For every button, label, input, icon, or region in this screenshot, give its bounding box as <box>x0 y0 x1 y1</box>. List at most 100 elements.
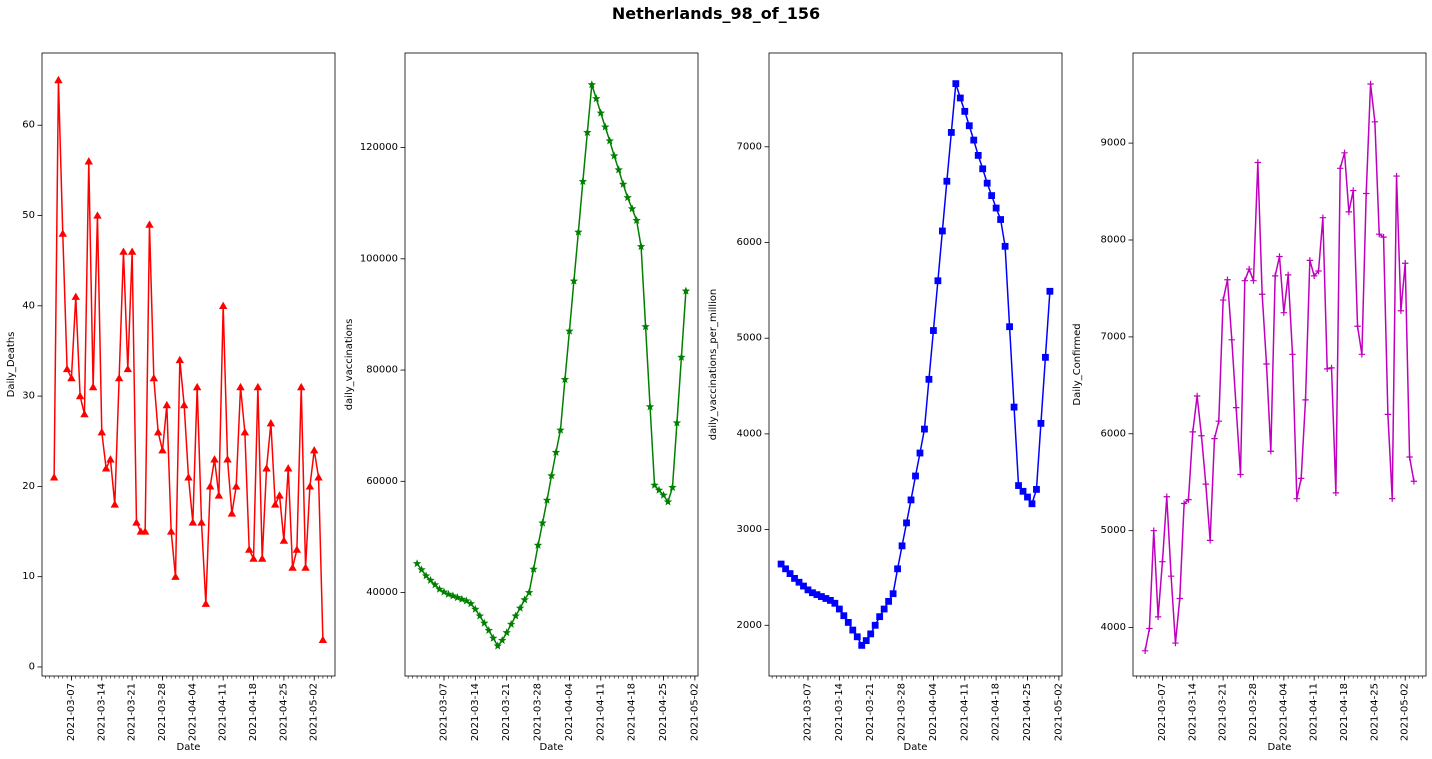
data-point <box>1358 351 1366 358</box>
data-point <box>515 603 525 612</box>
data-point <box>314 473 323 481</box>
data-point <box>498 636 507 644</box>
data-point <box>1402 260 1409 267</box>
y-axis-label: daily_vaccinations_per_million <box>708 289 719 441</box>
data-point <box>930 327 937 334</box>
data-point <box>448 591 458 600</box>
data-point <box>1193 392 1201 400</box>
data-point <box>101 464 111 472</box>
data-point <box>288 563 297 571</box>
data-point <box>62 364 72 373</box>
data-point <box>605 136 614 145</box>
data-point <box>140 527 150 535</box>
data-point <box>853 633 861 641</box>
data-point <box>795 578 803 586</box>
x-tick-label: 2021-04-11 <box>1309 683 1320 741</box>
y-tick-label: 50 <box>22 210 35 221</box>
data-point <box>529 564 538 573</box>
data-point <box>1254 159 1262 166</box>
data-point <box>800 582 807 590</box>
x-tick-label: 2021-03-28 <box>897 683 908 741</box>
data-point <box>1211 435 1218 442</box>
y-tick-label: 40 <box>22 300 35 311</box>
data-point <box>1219 296 1227 304</box>
data-point <box>279 536 289 544</box>
x-tick-label: 2021-03-21 <box>127 683 138 741</box>
x-tick-label: 2021-04-25 <box>278 683 289 741</box>
data-point <box>831 599 839 607</box>
data-point <box>1271 272 1279 280</box>
x-tick-label: 2021-03-07 <box>438 683 449 741</box>
data-point <box>1019 487 1027 495</box>
plot-frame <box>404 52 699 677</box>
data-point <box>1180 500 1188 507</box>
y-tick-label: 5000 <box>1101 525 1126 536</box>
y-tick-label: 8000 <box>1101 234 1126 245</box>
data-point <box>1293 495 1301 502</box>
data-point <box>253 382 263 391</box>
y-axis-label: Daily_Deaths <box>6 332 17 398</box>
y-tick-label: 3000 <box>737 524 762 535</box>
x-axis-label: Date <box>1268 742 1292 753</box>
data-point <box>1289 351 1296 358</box>
data-point <box>1345 208 1353 216</box>
data-point <box>444 589 453 598</box>
data-point <box>587 80 597 89</box>
data-point <box>880 605 888 613</box>
data-point <box>556 425 565 434</box>
data-point <box>871 621 879 629</box>
x-tick-label: 2021-04-04 <box>564 683 575 741</box>
data-point <box>149 373 159 382</box>
subplot-3: 2021-03-07 2021-03-14 2021-03-21 2021-03-28… <box>708 52 1064 753</box>
data-point <box>925 375 933 383</box>
series-line <box>1144 83 1415 651</box>
data-point <box>297 382 306 391</box>
x-tick-label: 2021-03-07 <box>802 683 813 741</box>
series-line <box>780 82 1051 647</box>
data-point <box>214 491 224 499</box>
x-axis-label: Date <box>177 742 201 753</box>
data-point <box>318 635 328 644</box>
data-point <box>818 593 825 600</box>
data-point <box>1276 253 1283 260</box>
data-point <box>1284 271 1292 279</box>
data-point <box>231 482 241 490</box>
data-point <box>979 165 987 173</box>
data-point <box>983 179 991 187</box>
data-point <box>184 473 193 481</box>
data-point <box>127 247 137 255</box>
data-point <box>574 227 583 236</box>
y-tick-label: 9000 <box>1101 138 1126 149</box>
data-point <box>632 216 641 224</box>
data-point <box>826 596 834 604</box>
data-point <box>1306 257 1314 264</box>
data-point <box>938 227 946 235</box>
data-point <box>93 211 102 219</box>
data-point <box>560 375 570 384</box>
data-point <box>435 584 444 593</box>
data-point <box>645 402 655 411</box>
data-point <box>1341 149 1348 156</box>
data-point <box>1410 478 1418 485</box>
x-tick-label: 2021-04-11 <box>218 683 229 741</box>
data-point <box>489 633 498 642</box>
data-point <box>305 482 315 490</box>
data-point <box>75 391 85 400</box>
data-point <box>992 204 1000 212</box>
x-tick-label: 2021-03-28 <box>533 683 544 741</box>
data-point <box>663 497 673 506</box>
y-tick-label: 0 <box>29 661 35 672</box>
y-tick-label: 80000 <box>366 365 398 376</box>
data-point <box>171 572 180 580</box>
data-point <box>84 157 93 165</box>
data-point <box>1206 537 1214 544</box>
data-point <box>210 455 219 463</box>
data-point <box>412 559 422 568</box>
data-point <box>569 276 579 285</box>
data-point <box>244 545 254 553</box>
data-point <box>791 574 798 582</box>
data-point <box>166 527 176 535</box>
data-point <box>110 500 119 508</box>
data-point <box>1397 307 1405 314</box>
data-point <box>1232 404 1240 411</box>
